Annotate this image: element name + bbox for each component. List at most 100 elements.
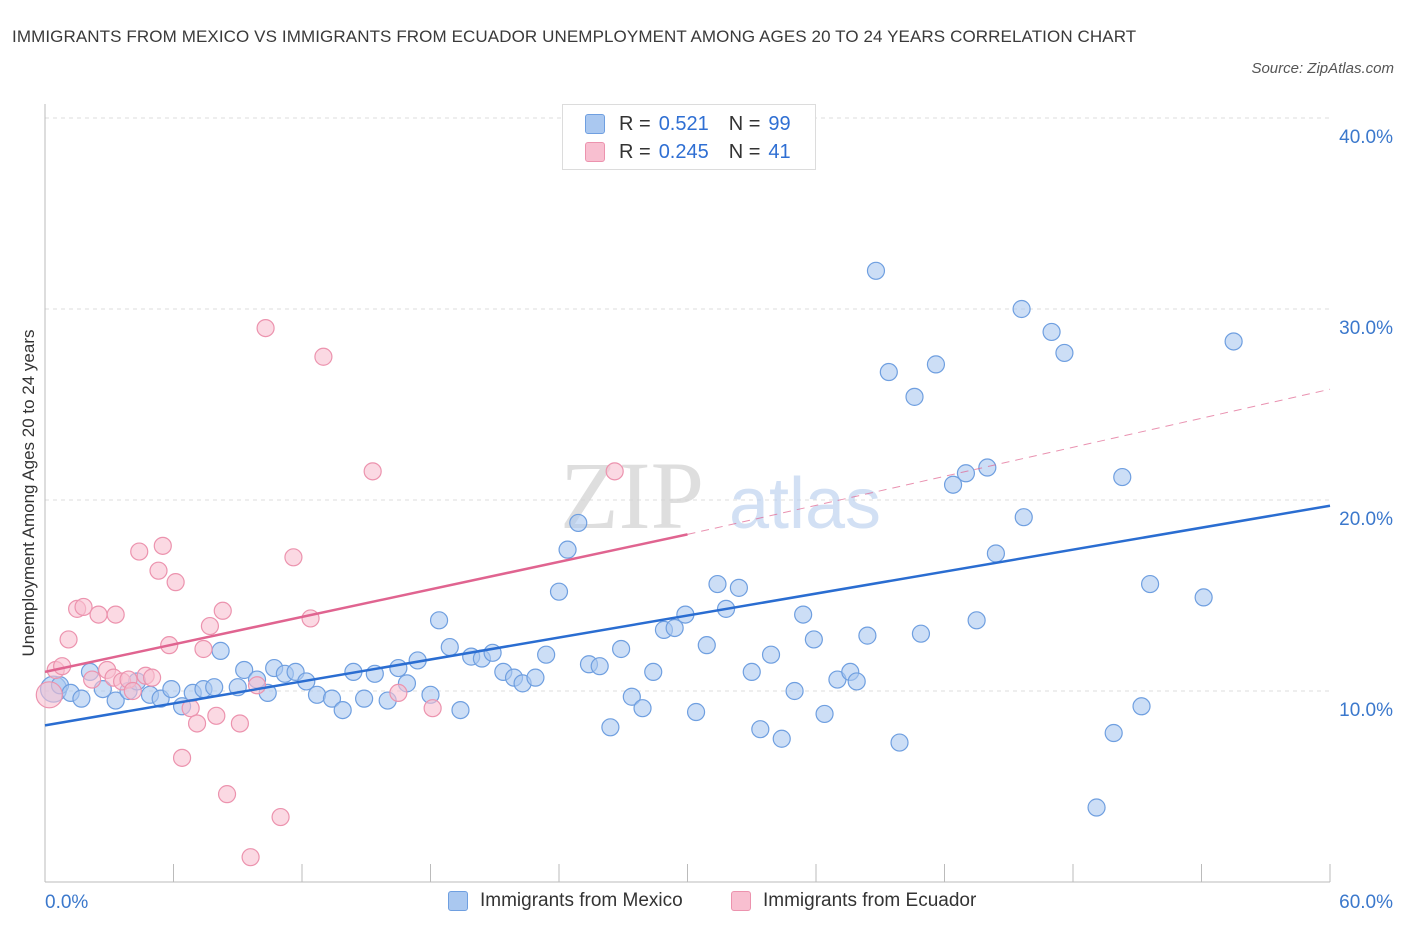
legend-r-label: R = xyxy=(619,112,651,135)
ecuador-point xyxy=(256,319,275,338)
y-tick-labels: 10.0% 20.0% 30.0% 40.0% xyxy=(1339,127,1393,721)
ecuador-point xyxy=(142,668,162,687)
mexico-point xyxy=(785,681,804,701)
mexico-point xyxy=(1087,798,1106,817)
mexico-point xyxy=(537,645,556,664)
ecuador-point xyxy=(130,542,149,561)
ecuador-point xyxy=(187,714,207,733)
y-tick-label: 40.0% xyxy=(1339,127,1393,148)
mexico-point xyxy=(879,362,898,382)
mexico-point xyxy=(1224,332,1243,351)
mexico-point xyxy=(1014,508,1033,527)
ecuador-point xyxy=(284,548,303,567)
mexico-point xyxy=(751,720,770,739)
trend-lines xyxy=(44,388,1331,727)
legend-swatch-ecuador xyxy=(585,142,605,162)
ecuador-point xyxy=(301,609,320,628)
mexico-point xyxy=(440,637,459,657)
ecuador-point xyxy=(423,699,442,718)
mexico-point xyxy=(1055,343,1074,363)
mexico-point xyxy=(72,689,91,708)
mexico-point xyxy=(772,729,791,748)
bottom-legend-ecuador: Immigrants from Ecuador xyxy=(731,888,976,914)
bottom-legend-label-mexico: Immigrants from Mexico xyxy=(480,890,683,911)
mexico-point xyxy=(1132,697,1151,716)
bottom-legend-swatch-ecuador xyxy=(731,891,751,911)
ecuador-point xyxy=(149,561,168,580)
watermark-zip: ZIP xyxy=(560,442,704,549)
legend-r-value: 0.245 xyxy=(658,140,709,163)
x-tick-label: 0.0% xyxy=(45,892,88,913)
mexico-point xyxy=(847,672,866,691)
mexico-point xyxy=(1042,322,1061,342)
mexico-point xyxy=(1194,588,1213,607)
y-tick-label: 10.0% xyxy=(1339,700,1393,721)
mexico-point xyxy=(794,605,813,624)
mexico-point xyxy=(590,657,609,676)
bottom-legend-swatch-mexico xyxy=(448,891,468,911)
mexico-point xyxy=(729,578,749,597)
ecuador-point xyxy=(166,573,185,592)
legend-n-label: N = xyxy=(728,112,761,135)
correlation-legend: R = 0.521 N = 99 R = 0.245 N = 41 xyxy=(562,104,816,170)
mexico-point xyxy=(967,611,986,630)
trend-line-ecuador xyxy=(44,533,688,674)
mexico-point xyxy=(389,658,408,678)
ecuador-point xyxy=(123,681,142,701)
ecuador-point xyxy=(271,807,290,827)
y-tick-label: 20.0% xyxy=(1339,509,1393,530)
legend-n-value: 99 xyxy=(768,112,791,135)
mexico-point xyxy=(708,574,727,594)
bottom-legend-mexico: Immigrants from Mexico xyxy=(448,888,683,914)
mexico-point xyxy=(665,618,684,638)
bottom-legend-label-ecuador: Immigrants from Ecuador xyxy=(763,890,977,911)
mexico-point xyxy=(1140,574,1160,594)
ecuador-point xyxy=(207,706,226,725)
ecuador-point xyxy=(194,639,213,659)
ecuador-point xyxy=(363,462,382,481)
trend-line-mexico xyxy=(44,504,1331,727)
mexico-point xyxy=(815,704,834,724)
mexico-point xyxy=(978,458,997,477)
ecuador-point xyxy=(213,601,232,620)
ecuador-point xyxy=(35,681,63,709)
chart-title: IMMIGRANTS FROM MEXICO VS IMMIGRANTS FRO… xyxy=(12,27,1137,46)
legend-n-value: 41 xyxy=(768,140,791,163)
mexico-point xyxy=(986,544,1006,563)
mexico-point xyxy=(307,685,327,704)
mexico-point xyxy=(890,733,909,752)
mexico-point xyxy=(866,261,886,280)
ecuador-point xyxy=(89,605,108,624)
mexico-point xyxy=(926,355,946,374)
mexico-point xyxy=(558,540,577,559)
legend-r-label: R = xyxy=(619,140,651,163)
mexico-point xyxy=(106,691,125,710)
mexico-point xyxy=(211,641,230,660)
ecuador-point xyxy=(59,630,78,649)
mexico-point xyxy=(612,639,631,659)
ecuador-point xyxy=(217,785,237,804)
series-mexico-points xyxy=(39,261,1243,817)
mexico-point xyxy=(451,700,470,720)
source-label: Source: ZipAtlas.com xyxy=(1251,60,1394,77)
ecuador-point xyxy=(74,597,93,617)
mexico-point xyxy=(569,513,588,533)
series-ecuador-points xyxy=(35,319,624,867)
ecuador-point xyxy=(605,462,624,481)
mexico-point xyxy=(1012,299,1031,319)
ecuador-point xyxy=(314,347,333,366)
mexico-point xyxy=(526,668,545,687)
mexico-point xyxy=(601,718,620,737)
trend-line-ecuador-extension xyxy=(687,388,1331,535)
mexico-point xyxy=(162,679,181,699)
axes xyxy=(44,104,1331,883)
mexico-point xyxy=(1113,467,1132,487)
mexico-point xyxy=(858,626,877,645)
mexico-point xyxy=(956,464,976,483)
mexico-point xyxy=(905,387,924,406)
mexico-point xyxy=(686,702,706,722)
ecuador-point xyxy=(200,616,220,636)
mexico-point xyxy=(429,611,449,630)
mexico-point xyxy=(911,624,931,643)
mexico-point xyxy=(943,475,963,494)
